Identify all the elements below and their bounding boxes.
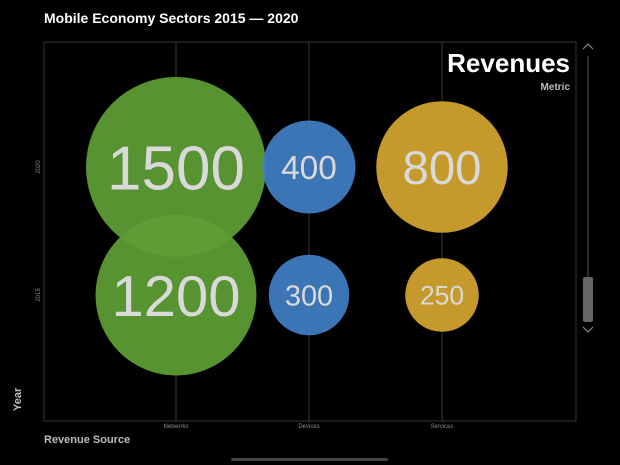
x-tick-services: Services	[430, 424, 453, 430]
home-indicator	[231, 458, 388, 461]
bubble-label-devices-2020: 400	[281, 150, 337, 187]
bubble-devices-2015	[268, 254, 350, 336]
plot-frame	[43, 41, 577, 422]
bubble-services-2020	[376, 101, 508, 233]
x-tick-devices: Devices	[298, 424, 319, 430]
scroll-down-icon[interactable]	[582, 326, 594, 334]
metric-title: Revenues	[447, 48, 570, 78]
bubble-label-networks-2015: 1200	[112, 265, 241, 329]
bubble-networks-2020	[86, 77, 266, 257]
metric-subtitle: Metric	[540, 82, 570, 93]
bubble-label-services-2020: 800	[403, 142, 482, 195]
bubble-services-2015	[405, 258, 479, 332]
y-tick-2020: 2020	[36, 160, 42, 174]
y-axis-label: Year	[12, 387, 24, 411]
scrollbar-thumb[interactable]	[583, 277, 593, 322]
bubble-networks-2015	[95, 214, 257, 376]
chart-title: Mobile Economy Sectors 2015 — 2020	[44, 10, 299, 26]
y-tick-2015: 2015	[36, 288, 42, 302]
scroll-up-icon[interactable]	[582, 42, 594, 50]
scrollbar-track[interactable]	[587, 56, 589, 322]
bubble-label-services-2015: 250	[420, 281, 464, 311]
bubble-devices-2020	[262, 120, 356, 214]
x-tick-networks: Networks	[163, 424, 188, 430]
bubble-label-networks-2020: 1500	[107, 134, 245, 203]
bubble-label-devices-2015: 300	[285, 280, 333, 312]
x-axis-label: Revenue Source	[44, 434, 131, 446]
